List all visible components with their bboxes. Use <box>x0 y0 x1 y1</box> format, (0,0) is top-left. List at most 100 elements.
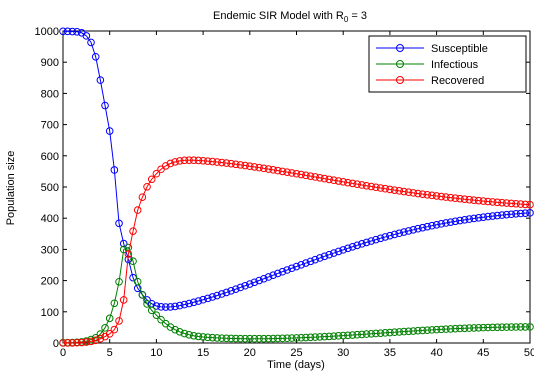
data-point-susceptible <box>358 240 366 248</box>
data-point-infectious <box>101 324 109 332</box>
data-point-susceptible <box>68 27 77 36</box>
data-point-susceptible <box>362 238 371 247</box>
data-point-susceptible <box>255 276 263 285</box>
data-point-recovered <box>456 194 464 203</box>
data-point-recovered <box>386 185 394 194</box>
data-point-recovered <box>381 184 390 193</box>
data-point-susceptible <box>404 227 413 235</box>
data-point-recovered <box>446 193 455 202</box>
data-point-infectious <box>456 324 464 333</box>
data-point-infectious <box>474 323 483 332</box>
data-point-susceptible <box>166 303 175 311</box>
legend-marker-infectious <box>396 60 404 68</box>
data-point-infectious <box>260 334 268 343</box>
chart-title: Endemic SIR Model with R0 = 3 <box>213 10 367 24</box>
data-point-recovered <box>288 169 296 177</box>
x-tick-label: 15 <box>197 347 209 359</box>
series-line-infectious <box>62 246 531 344</box>
data-point-recovered <box>400 187 408 196</box>
data-point-recovered <box>87 337 95 346</box>
data-point-infectious <box>227 334 235 343</box>
data-point-infectious <box>404 327 413 336</box>
data-point-recovered <box>110 325 119 334</box>
data-point-infectious <box>199 333 207 341</box>
data-point-susceptible <box>446 218 455 226</box>
data-point-infectious <box>278 334 287 343</box>
data-point-infectious <box>171 325 179 334</box>
data-point-infectious <box>502 323 511 331</box>
data-point-recovered <box>185 156 193 164</box>
data-point-recovered <box>306 172 315 180</box>
data-point-susceptible <box>353 241 362 250</box>
series-infectious <box>59 243 534 347</box>
data-point-susceptible <box>161 303 170 311</box>
data-point-recovered <box>208 157 217 166</box>
data-point-recovered <box>344 178 352 187</box>
data-point-infectious <box>119 245 128 254</box>
data-point-susceptible <box>96 76 105 84</box>
data-point-infectious <box>353 330 362 339</box>
data-point-susceptible <box>502 210 511 219</box>
data-point-infectious <box>115 277 123 286</box>
y-tick-label: 500 <box>41 182 59 194</box>
y-axis-label: Population size <box>5 151 17 226</box>
data-point-recovered <box>264 165 273 173</box>
data-point-infectious <box>344 331 352 340</box>
data-point-recovered <box>143 182 151 191</box>
plot-area: 0 5 10 15 20 25 30 35 40 45 5001002003004005006007… <box>35 26 534 359</box>
data-point-susceptible <box>484 212 492 221</box>
data-point-susceptible <box>316 254 324 262</box>
data-point-susceptible <box>185 299 193 308</box>
data-point-infectious <box>423 326 432 334</box>
data-point-recovered <box>465 195 474 204</box>
data-point-susceptible <box>381 233 390 241</box>
x-tick-label: 40 <box>430 347 442 359</box>
data-point-infectious <box>516 323 525 331</box>
data-point-infectious <box>367 329 376 338</box>
data-point-infectious <box>91 333 100 342</box>
data-point-recovered <box>269 166 277 174</box>
data-point-infectious <box>264 334 273 343</box>
data-point-recovered <box>166 159 175 168</box>
data-point-susceptible <box>194 297 203 305</box>
data-point-infectious <box>110 299 119 308</box>
data-point-recovered <box>362 181 371 190</box>
data-point-susceptible <box>180 300 189 309</box>
y-tick-label: 200 <box>41 276 59 288</box>
data-point-recovered <box>231 160 240 169</box>
data-point-susceptible <box>278 267 287 276</box>
data-point-susceptible <box>82 32 91 40</box>
data-point-susceptible <box>171 302 179 311</box>
data-point-infectious <box>465 324 474 332</box>
title-tail: = 3 <box>348 10 367 22</box>
data-point-recovered <box>68 339 77 347</box>
data-point-infectious <box>400 327 408 336</box>
legend: Susceptible Infectious Recovered <box>368 35 527 93</box>
data-point-recovered <box>432 192 441 200</box>
data-point-infectious <box>386 328 394 337</box>
data-point-infectious <box>208 333 217 342</box>
y-tick-label: 100 <box>41 307 59 319</box>
legend-marker-susceptible <box>396 44 404 52</box>
data-point-recovered <box>91 336 100 345</box>
data-point-susceptible <box>390 230 399 239</box>
data-point-susceptible <box>372 235 380 244</box>
data-point-recovered <box>320 174 329 183</box>
data-point-infectious <box>488 323 497 332</box>
data-point-infectious <box>157 315 165 324</box>
data-point-recovered <box>297 170 305 179</box>
data-point-susceptible <box>456 216 464 225</box>
data-point-susceptible <box>105 127 114 135</box>
data-point-infectious <box>334 332 343 340</box>
data-point-infectious <box>339 331 348 340</box>
data-point-recovered <box>227 159 235 168</box>
data-point-susceptible <box>470 214 478 223</box>
data-point-recovered <box>498 198 506 207</box>
data-point-recovered <box>526 200 534 209</box>
data-point-susceptible <box>479 213 488 222</box>
legend-marker-recovered <box>396 76 404 84</box>
data-point-infectious <box>512 323 520 331</box>
data-point-recovered <box>213 158 221 166</box>
data-point-infectious <box>325 332 333 341</box>
data-point-recovered <box>330 176 338 185</box>
